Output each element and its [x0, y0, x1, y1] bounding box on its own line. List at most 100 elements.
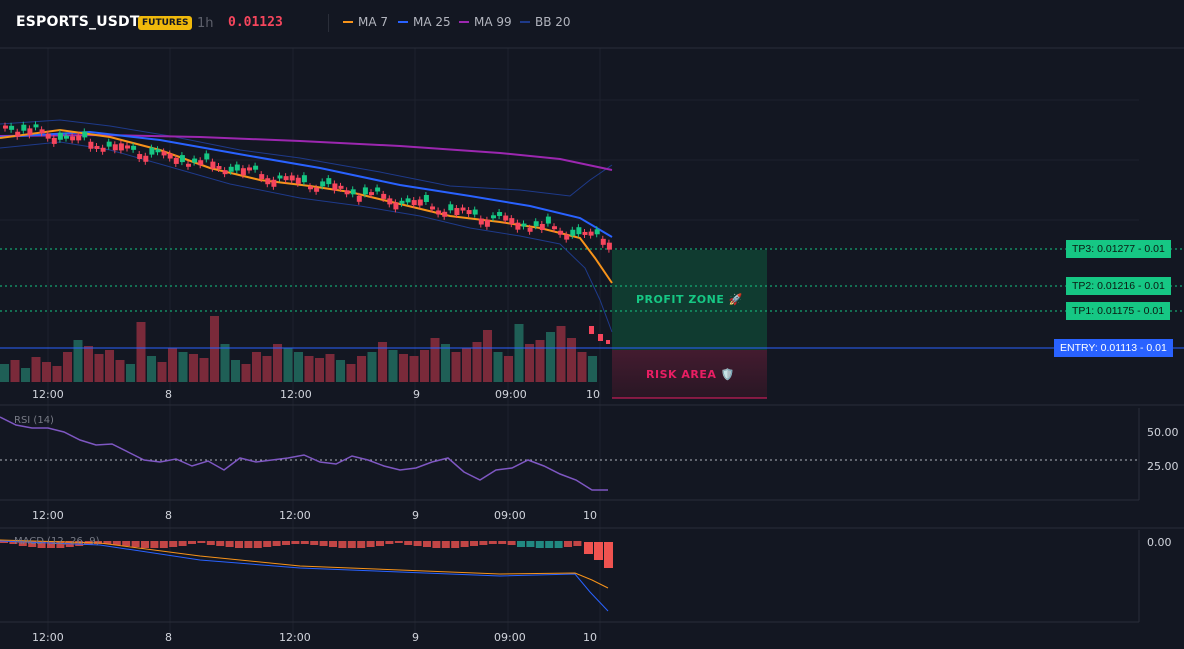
candle-body [112, 144, 118, 151]
macd-bar [338, 541, 347, 548]
candle-body [70, 136, 76, 141]
macd-bar [535, 541, 544, 548]
volume-bar [42, 362, 51, 382]
candle-body [570, 229, 576, 236]
legend-ma7[interactable]: MA 7 [343, 15, 388, 29]
macd-bar [470, 541, 478, 546]
macd-bar [319, 541, 328, 546]
candle-body [222, 170, 228, 175]
legend-ma25[interactable]: MA 25 [398, 15, 451, 29]
macd-bar [507, 541, 516, 545]
macd-bar [385, 541, 394, 544]
rsi-title: RSI (14) [14, 415, 54, 426]
macd-bar [206, 541, 215, 545]
macd-bar [122, 541, 131, 546]
macd-bar [37, 541, 46, 548]
time-tick: 8 [165, 509, 172, 522]
time-tick: 9 [412, 631, 419, 644]
header-divider [328, 14, 329, 32]
candle-body [405, 198, 411, 203]
macd-bar [347, 541, 356, 548]
candle-body [484, 219, 490, 227]
rsi-tick: 25.00 [1147, 460, 1179, 473]
candle-body [228, 166, 234, 172]
candle-body [399, 200, 405, 204]
candle-body [27, 128, 33, 136]
time-tick: 10 [586, 388, 600, 401]
candle-body [460, 207, 466, 211]
macd-bar [75, 541, 84, 546]
candle-body [198, 160, 204, 166]
candle-body [149, 147, 155, 155]
macd-bar [564, 541, 572, 547]
time-tick: 9 [412, 509, 419, 522]
candle-body [448, 204, 454, 211]
candle-body [466, 210, 472, 215]
candle-body [15, 131, 21, 137]
candle-body [430, 206, 435, 210]
candle-body [76, 135, 82, 141]
macd-bar [394, 541, 403, 543]
macd-bar [150, 541, 159, 548]
entry-label: ENTRY: 0.01113 - 0.01 [1054, 339, 1173, 357]
time-tick: 09:00 [494, 509, 526, 522]
macd-bar [103, 541, 112, 544]
volume-bar [52, 366, 62, 382]
macd-bar [47, 541, 55, 548]
candle-body [100, 147, 106, 152]
candle-body [94, 145, 100, 149]
volume-bar [189, 354, 198, 382]
volume-bar [346, 364, 356, 382]
candle-body [283, 176, 289, 181]
time-tick: 12:00 [32, 388, 64, 401]
volume-bar [399, 354, 408, 382]
macd-histogram [0, 541, 613, 568]
candle-body [3, 125, 8, 129]
volume-bar [178, 352, 188, 382]
macd-bar [235, 541, 243, 548]
volume-bar [115, 360, 125, 382]
volume-bar [105, 350, 114, 382]
candle-body [356, 195, 362, 202]
time-tick: 09:00 [494, 631, 526, 644]
candle-body [9, 125, 15, 130]
legend-bb20[interactable]: BB 20 [520, 15, 571, 29]
macd-bar [112, 541, 121, 545]
time-tick: 12:00 [280, 388, 312, 401]
tp3-label: TP3: 0.01277 - 0.01 [1066, 240, 1171, 258]
ma25-line [0, 130, 613, 238]
chart-header: ESPORTS_USDT FUTURES 1h 0.01123 MA 7 MA … [0, 0, 1184, 48]
volume-bar [451, 352, 461, 382]
volume-bar [577, 352, 587, 382]
legend-ma7-label: MA 7 [358, 15, 389, 29]
macd-bar [282, 541, 290, 545]
macd-bar [366, 541, 375, 547]
candle-body [436, 210, 442, 215]
macd-bar [0, 541, 8, 543]
macd-bar [253, 541, 262, 548]
timeframe-selector[interactable]: 1h [197, 16, 214, 31]
macd-bar [479, 541, 488, 545]
symbol-name[interactable]: ESPORTS_USDT [16, 14, 140, 30]
volume-bar [514, 324, 524, 382]
candle-body [326, 178, 332, 185]
legend-ma99[interactable]: MA 99 [459, 15, 512, 29]
ma7-swatch-icon [343, 21, 353, 23]
macd-bar [584, 542, 593, 554]
volume-bar [147, 356, 156, 382]
volume-bar [325, 354, 335, 382]
candle-body [545, 216, 551, 224]
candle-body [301, 175, 307, 183]
candle-body [411, 200, 417, 206]
candle-body [606, 340, 610, 344]
candle-body [106, 141, 112, 147]
candle-body [344, 190, 350, 195]
bb20-swatch-icon [520, 21, 530, 23]
macd-bar [159, 541, 168, 548]
candle-body [491, 215, 496, 219]
volume-bar [336, 360, 345, 382]
macd-bar [498, 541, 507, 544]
macd-bar [9, 541, 18, 544]
candle-body [606, 242, 612, 250]
